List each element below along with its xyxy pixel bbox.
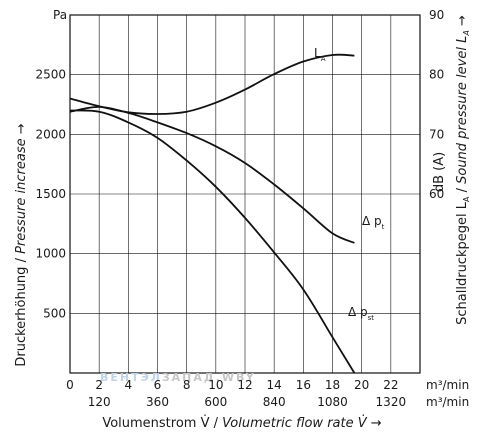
x-bottom-tick-label: 360 — [146, 395, 169, 409]
series-label-la-name: L — [314, 46, 321, 60]
right-axis-title-en-sub: A — [462, 30, 471, 36]
series-label-dpt-name: Δ p — [362, 214, 382, 228]
curve-dp-total — [69, 105, 355, 244]
right-axis-title: Schalldruckpegel LA / Sound pressure lev… — [455, 15, 471, 325]
x-bottom-tick-label: 120 — [88, 395, 111, 409]
x-bottom-tick-label: 1080 — [317, 395, 348, 409]
right-tick-label: 80 — [429, 68, 444, 82]
x-axis-title-de: Volumenstrom V̇ — [102, 416, 209, 431]
right-axis-title-sub: A — [462, 196, 471, 202]
x-top-tick-label: 8 — [183, 378, 191, 392]
series-label-dpst-name: Δ p — [348, 305, 368, 319]
x-bottom-tick-label: 840 — [263, 395, 286, 409]
watermark: ВЕНТЭЛЗАПАД.WBY — [100, 371, 256, 384]
right-tick-label: 70 — [429, 127, 444, 141]
x-top-tick-label: 0 — [66, 378, 74, 392]
series-label-dpt-sub: t — [382, 223, 385, 231]
x-axis-title-en: Volumetric flow rate V̇ — [222, 416, 368, 431]
right-axis-arrow: → — [455, 15, 470, 26]
right-axis-ticks: 60 70 80 90 — [429, 8, 444, 201]
left-axis-ticks: 500 1000 1500 2000 2500 — [35, 68, 66, 321]
x-axis-bottom-ticks: 120 360 600 840 1080 1320 — [88, 395, 406, 409]
x-axis-arrow: → — [371, 416, 382, 431]
right-tick-label: 90 — [429, 8, 444, 22]
x-top-tick-label: 16 — [296, 378, 311, 392]
x-axis-title: Volumenstrom V̇ / Volumetric flow rate V… — [102, 416, 381, 431]
left-axis-unit: Pa — [53, 8, 67, 22]
left-axis-title-de: Druckerhöhung — [14, 267, 29, 367]
x-top-tick-label: 20 — [354, 378, 369, 392]
right-axis-unit: dB (A) — [432, 152, 447, 192]
plot-frame — [69, 14, 421, 374]
x-top-tick-label: 4 — [125, 378, 133, 392]
left-tick-label: 1000 — [35, 247, 66, 261]
watermark-part-2: ЗАПАД — [162, 371, 216, 384]
series-curves — [69, 53, 356, 374]
curve-dp-static — [69, 109, 356, 374]
left-axis-arrow: → — [14, 123, 29, 134]
curve-sound-level — [69, 53, 355, 115]
x-bottom-tick-label: 600 — [204, 395, 227, 409]
left-axis-title: Druckerhöhung / Pressure increase → — [14, 123, 29, 366]
x-axis-bottom-unit: m³/min — [426, 395, 469, 409]
left-tick-label: 500 — [43, 306, 66, 320]
right-axis-title-en: Sound pressure level L — [455, 36, 470, 184]
left-tick-label: 2500 — [35, 68, 66, 82]
watermark-part-1: ВЕНТЭЛ — [100, 371, 162, 384]
x-top-tick-label: 6 — [154, 378, 162, 392]
watermark-part-3: .WBY — [216, 371, 256, 384]
series-label-la-sub: A — [321, 55, 326, 63]
x-top-tick-label: 2 — [95, 378, 103, 392]
x-top-tick-label: 14 — [267, 378, 282, 392]
left-tick-label: 1500 — [35, 187, 66, 201]
series-label-dpst-sub: st — [368, 314, 375, 322]
series-label-dpst: Δ pst — [348, 305, 374, 322]
x-top-tick-label: 12 — [237, 378, 252, 392]
x-axis-top-ticks: 0 2 4 6 8 10 12 14 16 18 20 22 — [66, 378, 398, 392]
x-axis-top-unit: m³/min — [426, 378, 469, 392]
x-top-tick-label: 10 — [208, 378, 223, 392]
series-label-dpt: Δ pt — [362, 214, 385, 231]
x-top-tick-label: 22 — [383, 378, 398, 392]
left-tick-label: 2000 — [35, 127, 66, 141]
x-bottom-tick-label: 1320 — [376, 395, 407, 409]
x-top-tick-label: 18 — [325, 378, 340, 392]
left-axis-title-en: Pressure increase — [14, 138, 29, 254]
right-tick-label: 60 — [429, 187, 444, 201]
right-axis-title-de: Schalldruckpegel L — [455, 201, 470, 325]
series-label-la: LA — [314, 46, 326, 63]
